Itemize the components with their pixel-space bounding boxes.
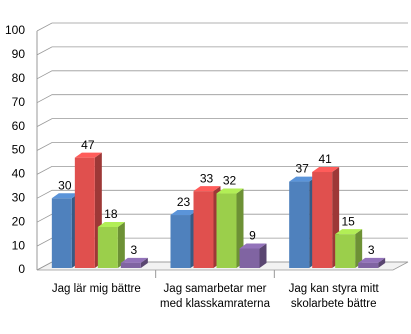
data-label: 30 bbox=[58, 178, 72, 192]
bar bbox=[120, 262, 141, 268]
y-tick-label: 60 bbox=[12, 119, 26, 133]
bar bbox=[312, 172, 333, 268]
bar bbox=[193, 191, 214, 268]
y-tick-label: 10 bbox=[12, 238, 26, 252]
y-tick-label: 100 bbox=[5, 23, 25, 37]
data-label: 18 bbox=[104, 207, 118, 221]
data-label: 3 bbox=[368, 243, 375, 257]
y-tick-label: 20 bbox=[12, 214, 26, 228]
x-tick-label: Jag samarbetar mer med klasskamraterna bbox=[160, 283, 270, 310]
data-label: 23 bbox=[177, 195, 191, 209]
bar-top bbox=[51, 193, 79, 199]
grid-line bbox=[36, 22, 408, 32]
x-tick-label: Jag lär mig bättre bbox=[51, 283, 141, 295]
bar-top bbox=[239, 243, 267, 249]
bar-top bbox=[74, 152, 102, 158]
y-tick-label: 80 bbox=[12, 71, 26, 85]
grid-line bbox=[36, 70, 408, 80]
y-tick-label: 90 bbox=[12, 47, 26, 61]
data-label: 41 bbox=[318, 152, 332, 166]
bar bbox=[170, 215, 191, 268]
y-tick-label: 0 bbox=[18, 262, 25, 276]
bar-top bbox=[335, 229, 363, 235]
bar-side bbox=[117, 221, 125, 268]
bar bbox=[289, 181, 310, 268]
bar-side bbox=[259, 243, 267, 268]
bar-side bbox=[378, 257, 386, 268]
y-tick-label: 50 bbox=[12, 143, 26, 157]
grid-line bbox=[36, 142, 408, 151]
grid-line bbox=[36, 118, 408, 127]
y-tick-label: 70 bbox=[12, 95, 26, 109]
data-label: 37 bbox=[295, 162, 309, 176]
bar bbox=[74, 157, 95, 268]
x-tick-label: Jag kan styra mitt skolarbete bättre bbox=[288, 283, 379, 310]
bar bbox=[358, 262, 379, 268]
data-label: 33 bbox=[200, 171, 214, 185]
grid-line bbox=[36, 94, 408, 104]
bar-side bbox=[140, 257, 148, 268]
bar-top bbox=[289, 176, 317, 182]
bar-top bbox=[312, 167, 340, 173]
bar-top bbox=[358, 257, 386, 263]
bar-side bbox=[355, 229, 363, 268]
data-label: 3 bbox=[130, 243, 137, 257]
data-label: 15 bbox=[341, 214, 355, 228]
grid-line bbox=[36, 46, 408, 56]
bar-top bbox=[193, 186, 221, 192]
bar bbox=[216, 193, 237, 268]
grid-line bbox=[36, 165, 408, 175]
bar bbox=[97, 226, 118, 268]
data-label: 9 bbox=[249, 229, 256, 243]
bar bbox=[51, 198, 72, 268]
bar bbox=[335, 234, 356, 268]
bar-top bbox=[120, 257, 148, 263]
bar-top bbox=[216, 188, 244, 194]
y-tick-label: 40 bbox=[12, 167, 26, 181]
y-tick-label: 30 bbox=[12, 190, 26, 204]
bar-top bbox=[97, 221, 125, 227]
data-label: 47 bbox=[81, 138, 95, 152]
bar bbox=[239, 248, 260, 268]
data-label: 32 bbox=[223, 174, 237, 188]
bar-top bbox=[170, 210, 198, 216]
